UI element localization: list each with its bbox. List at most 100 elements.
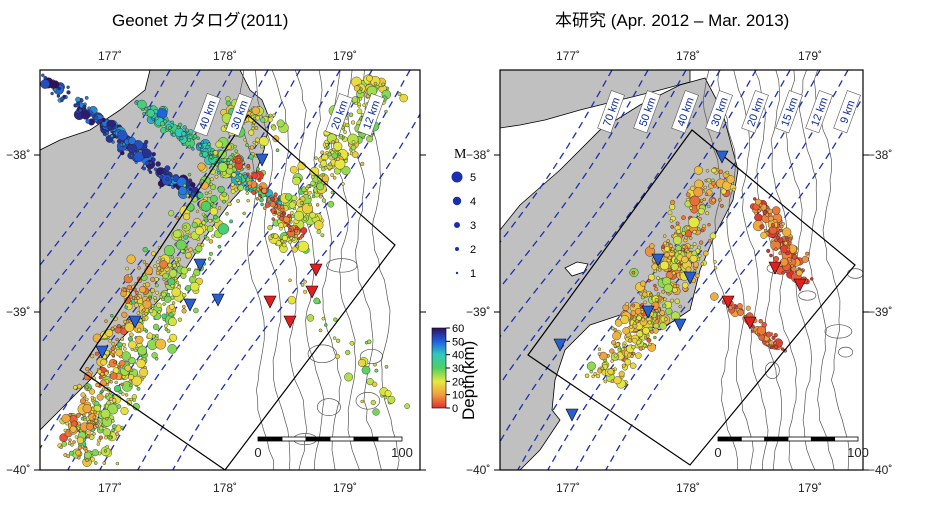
earthquake-marker [600,366,605,371]
earthquake-marker [182,125,187,130]
earthquake-marker [609,348,615,354]
earthquake-marker [150,287,156,293]
earthquake-marker [216,171,221,175]
earthquake-marker [726,175,735,184]
earthquake-marker [208,251,213,256]
lat-tick-right: −38˚ [868,148,892,162]
earthquake-marker [315,203,320,207]
earthquake-marker [613,353,618,358]
earthquake-marker [248,129,255,136]
left-panel-title: Geonet カタログ(2011) [112,11,289,30]
earthquake-marker [235,177,240,182]
earthquake-marker [273,210,278,215]
earthquake-marker [656,276,660,280]
earthquake-marker [630,354,634,358]
earthquake-marker [595,373,601,379]
earthquake-marker [81,110,91,120]
earthquake-marker [333,176,337,180]
earthquake-marker [142,308,146,312]
earthquake-marker [157,266,161,271]
earthquake-marker [636,330,644,338]
earthquake-marker [185,251,192,259]
earthquake-marker [686,249,690,254]
earthquake-marker [335,156,340,161]
earthquake-marker [72,440,76,444]
earthquake-marker [248,154,254,160]
earthquake-marker [662,303,667,308]
earthquake-marker [187,145,192,149]
earthquake-marker [212,150,219,156]
magnitude-legend-label: 3 [470,220,476,232]
earthquake-marker [692,242,697,247]
earthquake-marker [66,90,71,95]
lon-tick-bottom-right: 178˚ [676,481,700,495]
earthquake-marker [85,385,89,389]
earthquake-marker [121,392,125,396]
earthquake-marker [111,419,115,423]
earthquake-marker [193,134,198,139]
earthquake-marker [165,177,170,182]
earthquake-marker [720,188,727,195]
earthquake-marker [87,106,91,110]
earthquake-marker [627,338,633,343]
earthquake-marker [200,200,212,212]
earthquake-marker [706,177,711,183]
earthquake-marker [791,254,798,260]
earthquake-marker [372,408,380,416]
earthquake-marker [167,262,173,268]
earthquake-marker [299,201,304,205]
earthquake-marker [732,187,736,192]
earthquake-marker [677,250,682,255]
lat-tick-mid: −38˚ [466,148,490,162]
earthquake-marker [653,335,657,340]
earthquake-marker [211,203,217,209]
earthquake-marker [159,260,168,269]
earthquake-marker [164,281,169,286]
station-marker [255,153,269,167]
earthquake-marker [790,264,794,268]
left-map: 40 km 30 km 20 km 12 km [40,70,420,470]
earthquake-marker [75,96,81,103]
earthquake-marker [208,239,214,244]
earthquake-marker [771,335,776,340]
earthquake-marker [166,329,171,334]
earthquake-marker [124,364,132,372]
earthquake-marker [209,177,214,182]
earthquake-marker [122,342,126,347]
earthquake-marker [118,360,126,367]
station-marker [793,278,807,292]
earthquake-marker [70,443,74,447]
earthquake-marker [751,329,755,333]
earthquake-marker [191,221,198,228]
earthquake-marker [612,331,621,341]
earthquake-marker [757,209,761,213]
earthquake-marker [84,96,89,100]
earthquake-marker [105,393,109,397]
earthquake-marker [366,75,373,82]
left-scale-start: 0 [254,445,261,460]
earthquake-marker [110,314,114,318]
earthquake-marker [270,196,276,202]
earthquake-marker [302,216,307,221]
earthquake-marker [661,245,666,249]
earthquake-marker [128,340,137,349]
earthquake-marker [711,198,716,203]
earthquake-marker [642,343,647,348]
earthquake-marker [208,190,212,195]
earthquake-marker [777,233,781,238]
earthquake-marker [56,94,61,98]
earthquake-marker [208,218,212,223]
earthquake-marker [765,341,770,346]
earthquake-marker [209,194,218,203]
earthquake-marker [142,260,147,264]
earthquake-marker [255,167,260,172]
earthquake-marker [271,125,277,131]
earthquake-marker [360,399,364,404]
earthquake-marker [153,167,158,171]
earthquake-marker [702,250,709,257]
earthquake-marker [351,96,359,103]
earthquake-marker [333,141,343,151]
earthquake-marker [766,248,771,253]
earthquake-marker [291,194,298,201]
earthquake-marker [127,274,132,278]
